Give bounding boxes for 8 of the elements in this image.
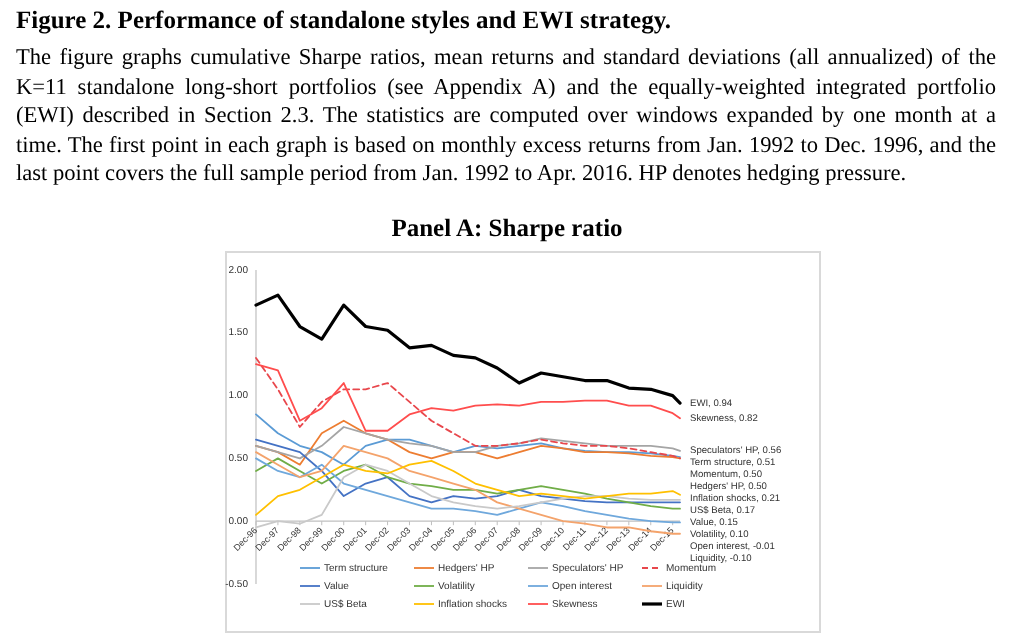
chart-subtitle: The figure graphs cumulative Sharpe ratios, mean returns and standard deviations (all annualized) of the K=11 standalone long-short portfolios (see Appendix A) and the equally-weighted integrated portfolio (EWI) described in Section 2.3. The statistics are computed over windows expanded by one month at a time. The first point in each graph is based on monthly excess returns from Jan. 1992 to Dec. 1996, and the last point covers the full sample period from Jan. 1992 to Apr. 2016. HP denotes hedging pressure.: [16, 44, 996, 190]
line-series: [255, 357, 681, 460]
line-series: [255, 438, 681, 504]
line-series: [255, 363, 681, 432]
chart-title: Figure 2. Performance of standalone styles and EWI strategy.: [16, 6, 672, 36]
text: Panel A: Sharpe ratio: [389, 214, 625, 244]
line-series: [254, 293, 682, 405]
line-series: [255, 426, 681, 460]
